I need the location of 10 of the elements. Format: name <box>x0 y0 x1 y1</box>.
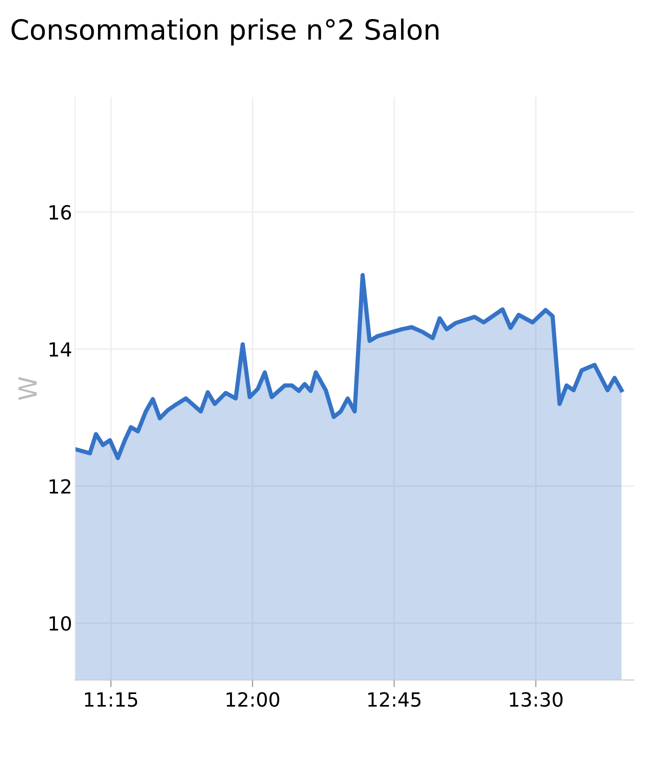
chart-title: Consommation prise n°2 Salon <box>12 18 438 46</box>
y-tick-label: 12 <box>50 479 70 494</box>
x-tick-label: 11:15 <box>85 692 138 707</box>
y-axis-title: W <box>18 376 37 400</box>
y-tick-label: 10 <box>50 616 71 631</box>
x-tick-label: 12:00 <box>226 692 280 707</box>
x-tick-label: 13:30 <box>510 692 563 707</box>
x-tick-label: 12:45 <box>368 692 420 707</box>
y-tick-label: 16 <box>50 205 71 220</box>
y-tick-label: 14 <box>50 342 72 356</box>
